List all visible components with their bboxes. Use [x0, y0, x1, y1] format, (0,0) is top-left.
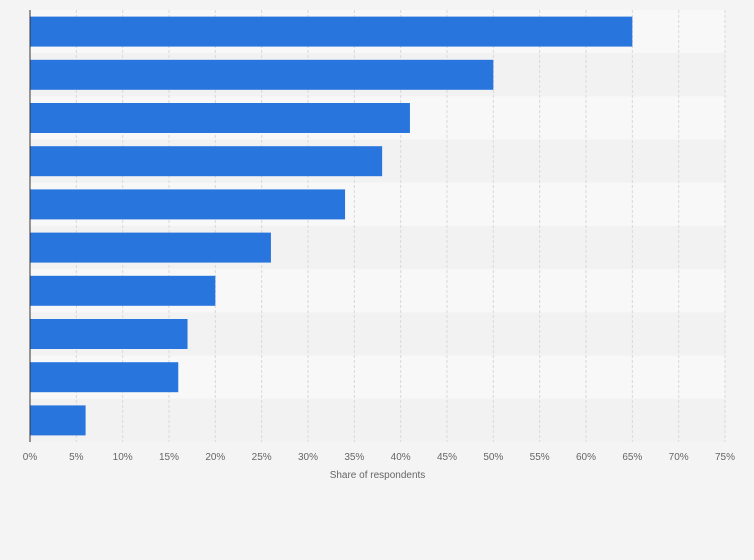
- bar: [30, 16, 633, 47]
- x-tick-label: 30%: [298, 452, 318, 463]
- row-band: [30, 398, 725, 442]
- bar: [30, 189, 346, 220]
- x-tick-label: 55%: [530, 452, 550, 463]
- x-tick-label: 65%: [622, 452, 642, 463]
- x-tick-labels: 0% 5% 10% 15% 20% 25% 30% 35% 40% 45% 50% 55% 60% 65%…: [23, 452, 735, 463]
- x-tick-label: 50%: [483, 452, 503, 463]
- x-tick-label: 15%: [159, 452, 179, 463]
- bar: [30, 59, 494, 90]
- x-tick-label: 40%: [391, 452, 411, 463]
- x-tick-label: 60%: [576, 452, 596, 463]
- x-tick-label: 25%: [252, 452, 272, 463]
- x-tick-label: 5%: [69, 452, 84, 463]
- x-tick-label: 0%: [23, 452, 38, 463]
- bar: [30, 232, 271, 263]
- x-tick-label: 45%: [437, 452, 457, 463]
- bar: [30, 319, 188, 349]
- bar: [30, 103, 410, 133]
- x-tick-label: 35%: [344, 452, 364, 463]
- x-axis-title: Share of respondents: [330, 470, 426, 481]
- x-tick-label: 75%: [715, 452, 735, 463]
- bar: [30, 146, 383, 177]
- bar: [30, 275, 216, 306]
- bar: [30, 405, 86, 436]
- x-tick-label: 10%: [113, 452, 133, 463]
- bar: [30, 362, 179, 393]
- x-tick-label: 20%: [205, 452, 225, 463]
- x-tick-label: 70%: [669, 452, 689, 463]
- bars: [30, 16, 633, 436]
